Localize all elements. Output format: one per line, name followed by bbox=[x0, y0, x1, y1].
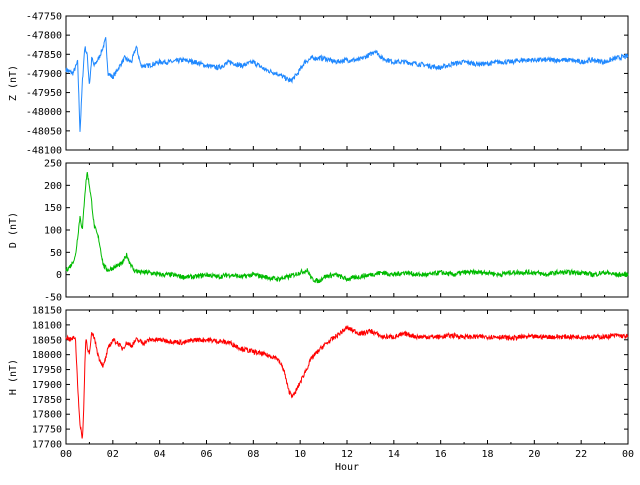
panel-0-frame bbox=[65, 15, 629, 151]
panel-2-xtick-label-2: 04 bbox=[154, 449, 166, 460]
panel-2-frame bbox=[65, 309, 629, 445]
panel-2-xtick-label-8: 16 bbox=[435, 449, 447, 460]
panel-2-xtick-label-9: 18 bbox=[481, 449, 493, 460]
panel-0-ytick-label-1: -47800 bbox=[26, 31, 62, 42]
panel-2-xtick-label-1: 02 bbox=[107, 449, 119, 460]
panel-2-ytick-label-6: 17850 bbox=[32, 395, 62, 406]
panel-2-ytick-label-0: 18150 bbox=[32, 306, 62, 317]
panel-2-ytick-label-5: 17900 bbox=[32, 380, 62, 391]
panel-0-ytick-label-3: -47900 bbox=[26, 69, 62, 80]
panel-2-xtick-label-0: 00 bbox=[60, 449, 72, 460]
panel-2-xtick-label-10: 20 bbox=[528, 449, 540, 460]
panel-2-xtick-label-7: 14 bbox=[388, 449, 400, 460]
panel-2-xtick-label-12: 00 bbox=[622, 449, 634, 460]
panel-2-xtick-label-4: 08 bbox=[247, 449, 259, 460]
panel-2-ytick-label-1: 18100 bbox=[32, 320, 62, 331]
panel-2-xlabel: Hour bbox=[335, 462, 359, 473]
panel-1-ytick-label-4: 50 bbox=[50, 248, 62, 259]
panel-0-ytick-label-6: -48050 bbox=[26, 126, 62, 137]
panel-1-ytick-label-3: 100 bbox=[44, 226, 62, 237]
panel-2-ytick-label-8: 17750 bbox=[32, 425, 62, 436]
panel-1-ytick-label-2: 150 bbox=[44, 203, 62, 214]
panel-1-series-line-0 bbox=[65, 172, 629, 284]
panel-2-ytick-label-2: 18050 bbox=[32, 335, 62, 346]
panel-2-xtick-label-11: 22 bbox=[575, 449, 587, 460]
panel-1-ytick-label-0: 250 bbox=[44, 159, 62, 170]
panel-2-ytick-label-4: 17950 bbox=[32, 365, 62, 376]
panel-1-ylabel: D (nT) bbox=[8, 212, 19, 248]
panel-0-ytick-label-5: -48000 bbox=[26, 107, 62, 118]
panel-2-xtick-label-6: 12 bbox=[341, 449, 353, 460]
panel-2-ytick-label-3: 18000 bbox=[32, 350, 62, 361]
panel-1-ytick-label-5: 0 bbox=[56, 270, 62, 281]
panel-0-series-line-0 bbox=[65, 37, 629, 132]
panel-1-frame bbox=[65, 162, 629, 298]
panel-1-ytick-label-6: -50 bbox=[44, 293, 62, 304]
panel-0-ytick-label-2: -47850 bbox=[26, 50, 62, 61]
panel-2-ylabel: H (nT) bbox=[8, 359, 19, 395]
panel-2-ytick-label-7: 17800 bbox=[32, 410, 62, 421]
panel-2-ytick-label-9: 17700 bbox=[32, 440, 62, 451]
panel-2-series-line-0 bbox=[65, 324, 629, 439]
panel-0-ytick-label-0: -47750 bbox=[26, 12, 62, 23]
panel-1-ytick-label-1: 200 bbox=[44, 181, 62, 192]
panel-0-ylabel: Z (nT) bbox=[8, 65, 19, 101]
panel-2-xtick-label-3: 06 bbox=[200, 449, 212, 460]
panel-2-xtick-label-5: 10 bbox=[294, 449, 306, 460]
panel-0-ytick-label-4: -47950 bbox=[26, 88, 62, 99]
panel-0-ytick-label-7: -48100 bbox=[26, 146, 62, 157]
